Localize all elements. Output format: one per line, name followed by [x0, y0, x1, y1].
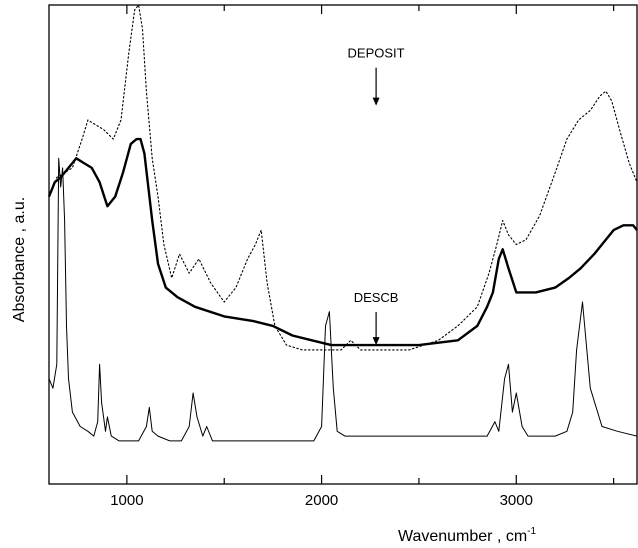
series-layer: [47, 4, 638, 442]
series-line-solid-thick: [47, 137, 638, 347]
x-axis-label: Wavenumber , cm-1: [398, 526, 537, 545]
x-axis-label-superscript: -1: [527, 526, 536, 537]
x-axis-label-text: Wavenumber , cm: [398, 528, 527, 545]
series-line-solid-thin: [48, 157, 638, 442]
x-tick-label: 3000: [500, 492, 533, 509]
annotation-arrow-head: [372, 337, 380, 346]
x-axis-ticks: [126, 5, 615, 484]
annotation-label: DEPOSIT: [348, 46, 405, 61]
y-axis-label: Absorbance , a.u.: [11, 197, 28, 322]
plot-border: [48, 4, 638, 485]
x-tick-label: 2000: [305, 492, 338, 509]
annotations-layer: DEPOSIT DESCB: [348, 46, 405, 346]
x-axis-tick-labels: 1000 2000 3000: [110, 492, 533, 509]
annotation-arrow-head: [372, 97, 380, 106]
series-line-dotted: [48, 4, 638, 351]
plot-frame: [48, 4, 638, 485]
annotation-label: DESCB: [354, 290, 399, 305]
x-tick-label: 1000: [110, 492, 143, 509]
